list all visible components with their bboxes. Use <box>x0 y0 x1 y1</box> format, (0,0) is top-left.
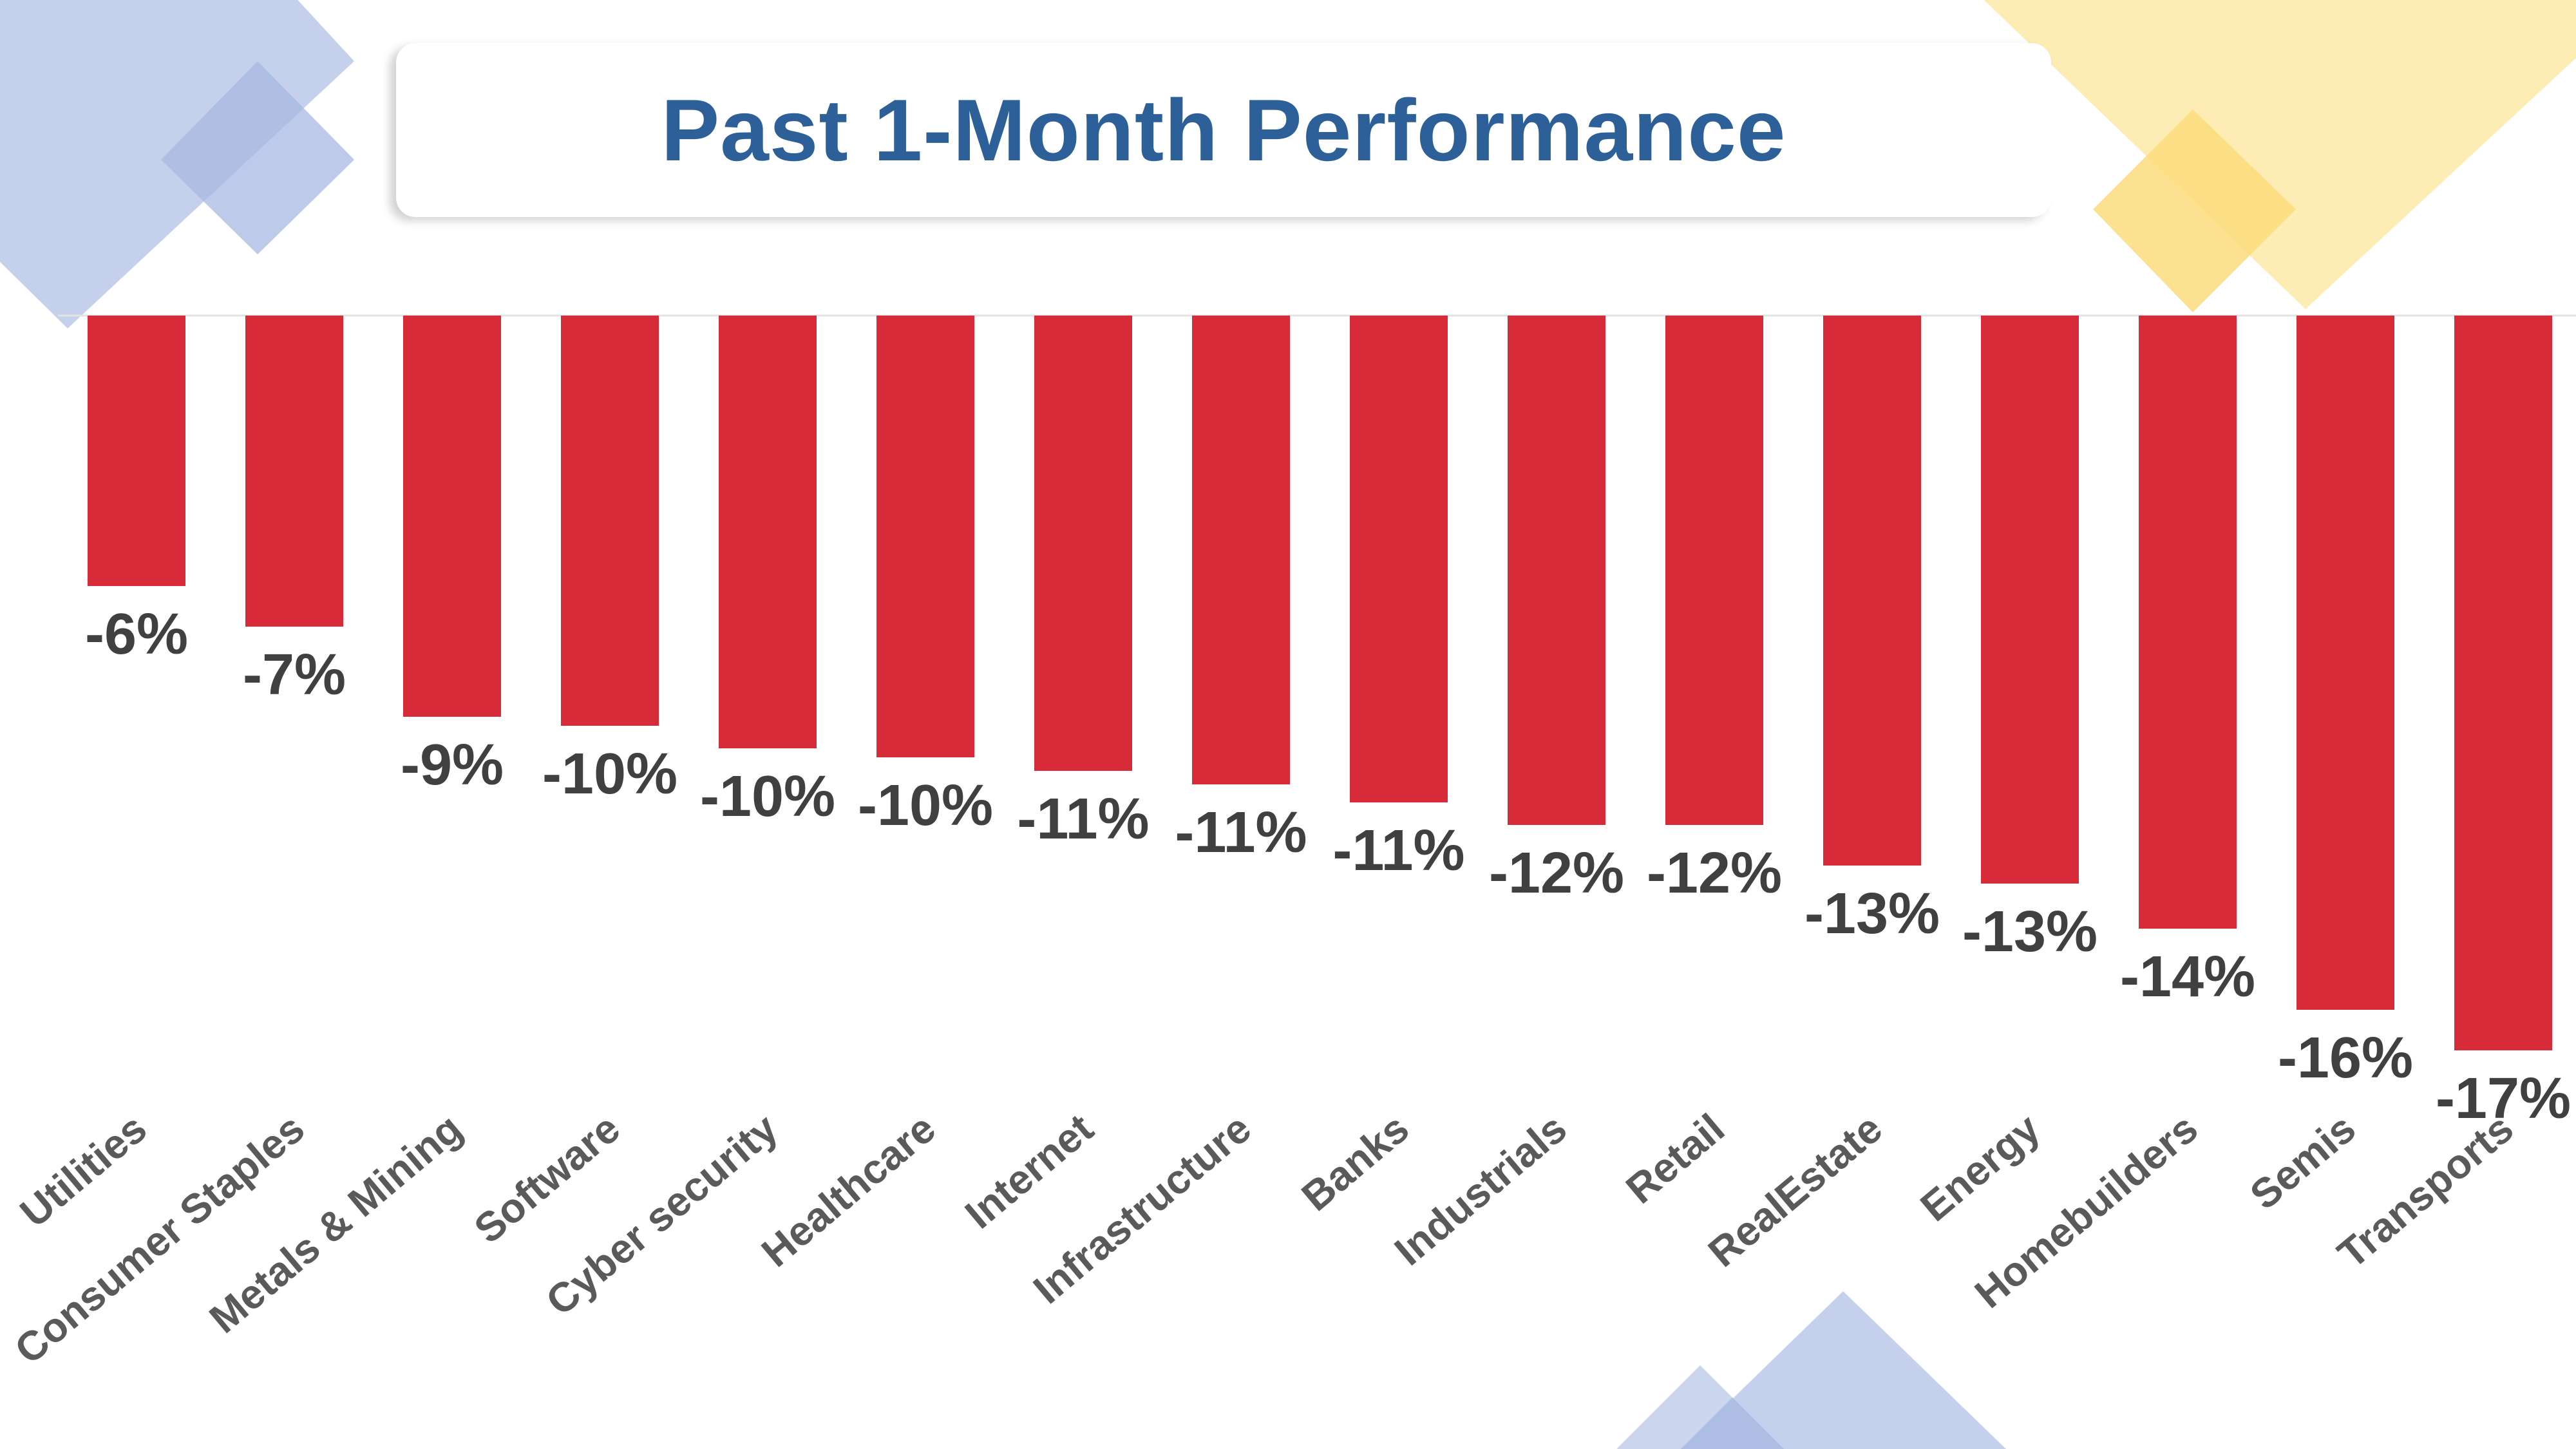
value-label: -10% <box>700 764 835 829</box>
value-label: -14% <box>2120 945 2255 1009</box>
category-label: Software <box>466 1105 629 1253</box>
deco-diamond-blue-bottom-overlap <box>1681 1397 1784 1449</box>
category-label: RealEstate <box>1700 1105 1891 1276</box>
bar-consumer-staples <box>245 316 343 627</box>
bar-semis <box>2297 316 2394 1010</box>
bar-metals-mining <box>403 316 501 717</box>
bar-infrastructure <box>1192 316 1290 784</box>
bar-realestate <box>1823 316 1921 866</box>
category-label: Internet <box>956 1105 1102 1238</box>
bar-banks <box>1350 316 1448 802</box>
chart-title: Past 1-Month Performance <box>661 81 1786 179</box>
value-label: -17% <box>2436 1066 2571 1131</box>
bar-homebuilders <box>2139 316 2237 929</box>
category-label: Utilities <box>12 1105 155 1236</box>
bar-transports <box>2454 316 2552 1050</box>
bar-software <box>561 316 659 726</box>
value-labels-group: -6% -7% -9% -10% -10% -10% -11% -11% -11% -12% -12… <box>85 602 2571 1131</box>
category-label: Banks <box>1293 1105 1417 1220</box>
category-label: Healthcare <box>753 1105 944 1276</box>
deco-diamond-yellow-small <box>2093 109 2296 312</box>
value-label: -13% <box>1962 900 2098 964</box>
deco-diamond-blue-bottom-right <box>1681 1291 2006 1449</box>
category-label: Consumer Staples <box>6 1105 313 1373</box>
bar-industrials <box>1508 316 1605 825</box>
value-label: -16% <box>2278 1026 2413 1090</box>
bar-utilities <box>88 316 185 586</box>
value-label: -11% <box>1017 787 1149 851</box>
deco-diamond-blue-small <box>161 61 354 254</box>
category-label: Semis <box>2241 1105 2364 1218</box>
value-label: -12% <box>1489 841 1624 905</box>
bar-energy <box>1981 316 2079 884</box>
value-label: -12% <box>1647 841 1782 905</box>
bar-retail <box>1665 316 1763 825</box>
bars-group <box>88 316 2552 1050</box>
value-label: -7% <box>243 643 346 707</box>
value-label: -6% <box>85 602 188 667</box>
category-label: Energy <box>1912 1104 2049 1230</box>
bar-healthcare <box>876 316 974 757</box>
title-card: Past 1-Month Performance <box>396 43 2051 217</box>
category-label: Industrials <box>1386 1105 1575 1274</box>
value-label: -10% <box>542 742 677 806</box>
value-label: -9% <box>401 733 504 797</box>
value-label: -11% <box>1175 800 1307 865</box>
value-label: -11% <box>1332 819 1464 883</box>
deco-diamond-yellow-large <box>1984 0 2576 309</box>
value-label: -13% <box>1804 882 1940 946</box>
category-label: Transports <box>2329 1105 2522 1278</box>
category-label: Retail <box>1617 1105 1733 1213</box>
bar-internet <box>1034 316 1132 771</box>
bar-cyber-security <box>719 316 817 748</box>
value-label: -10% <box>858 773 993 838</box>
